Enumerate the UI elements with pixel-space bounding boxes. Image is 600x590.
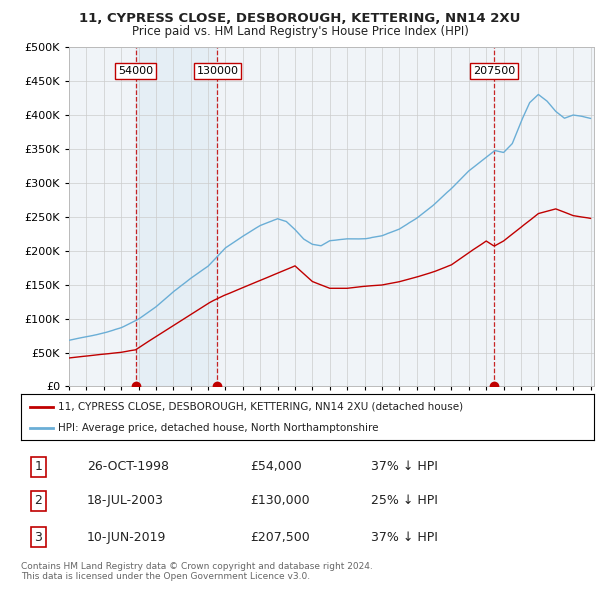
Text: 54000: 54000 [118,66,153,76]
Bar [136,47,217,386]
Text: 37% ↓ HPI: 37% ↓ HPI [371,460,437,473]
Text: 25% ↓ HPI: 25% ↓ HPI [371,494,437,507]
Text: HPI: Average price, detached house, North Northamptonshire: HPI: Average price, detached house, Nort… [58,423,379,433]
Text: 11, CYPRESS CLOSE, DESBOROUGH, KETTERING, NN14 2XU (detached house): 11, CYPRESS CLOSE, DESBOROUGH, KETTERING… [58,402,463,412]
Text: 37% ↓ HPI: 37% ↓ HPI [371,530,437,543]
Text: 207500: 207500 [473,66,515,76]
Text: 10-JUN-2019: 10-JUN-2019 [87,530,166,543]
Text: £207,500: £207,500 [250,530,310,543]
Text: 1: 1 [34,460,42,473]
Text: £130,000: £130,000 [250,494,310,507]
Text: Contains HM Land Registry data © Crown copyright and database right 2024.
This d: Contains HM Land Registry data © Crown c… [21,562,373,581]
Text: 11, CYPRESS CLOSE, DESBOROUGH, KETTERING, NN14 2XU: 11, CYPRESS CLOSE, DESBOROUGH, KETTERING… [79,12,521,25]
Text: 18-JUL-2003: 18-JUL-2003 [87,494,164,507]
Text: 26-OCT-1998: 26-OCT-1998 [87,460,169,473]
Text: 130000: 130000 [196,66,238,76]
Text: 2: 2 [34,494,42,507]
Text: £54,000: £54,000 [250,460,302,473]
Text: 3: 3 [34,530,42,543]
Text: Price paid vs. HM Land Registry's House Price Index (HPI): Price paid vs. HM Land Registry's House … [131,25,469,38]
